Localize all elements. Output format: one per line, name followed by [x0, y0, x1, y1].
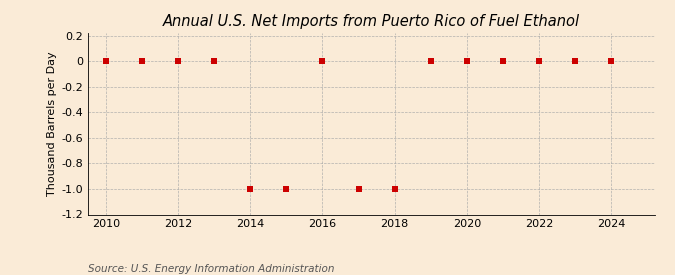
Point: [281, 187, 292, 191]
Point: [389, 187, 400, 191]
Point: [101, 59, 111, 63]
Text: Source: U.S. Energy Information Administration: Source: U.S. Energy Information Administ…: [88, 264, 334, 274]
Title: Annual U.S. Net Imports from Puerto Rico of Fuel Ethanol: Annual U.S. Net Imports from Puerto Rico…: [163, 14, 580, 29]
Point: [534, 59, 545, 63]
Point: [209, 59, 219, 63]
Y-axis label: Thousand Barrels per Day: Thousand Barrels per Day: [47, 51, 57, 196]
Point: [497, 59, 508, 63]
Point: [606, 59, 617, 63]
Point: [136, 59, 147, 63]
Point: [425, 59, 436, 63]
Point: [173, 59, 184, 63]
Point: [462, 59, 472, 63]
Point: [353, 187, 364, 191]
Point: [245, 187, 256, 191]
Point: [570, 59, 580, 63]
Point: [317, 59, 328, 63]
